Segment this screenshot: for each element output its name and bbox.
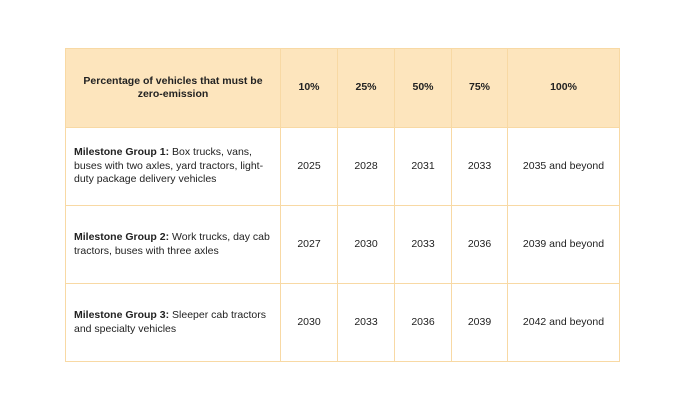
year-cell: 2033 xyxy=(394,205,452,284)
row-description: Sleeper cab tractors and specialty vehic… xyxy=(74,309,266,335)
row-description: Box trucks, vans, buses with two axles, … xyxy=(74,146,264,186)
row-label-cell: Milestone Group 2: Work trucks, day cab … xyxy=(65,205,281,284)
row-description: Work trucks, day cab tractors, buses wit… xyxy=(74,231,270,257)
header-cell: 50% xyxy=(394,48,452,128)
year-cell: 2030 xyxy=(280,283,338,362)
year-cell: 2036 xyxy=(451,205,508,284)
year-cell: 2033 xyxy=(451,127,508,206)
header-cell: 25% xyxy=(337,48,395,128)
year-cell: 2035 and beyond xyxy=(507,127,620,206)
table-body: Milestone Group 1: Box trucks, vans, bus… xyxy=(65,127,620,362)
row-label: Milestone Group 3: xyxy=(74,309,170,321)
row-label-cell: Milestone Group 1: Box trucks, vans, bus… xyxy=(65,127,281,206)
year-cell: 2031 xyxy=(394,127,452,206)
row-label: Milestone Group 1: xyxy=(74,146,170,159)
year-cell: 2033 xyxy=(337,283,395,362)
year-cell: 2042 and beyond xyxy=(507,283,620,362)
row-label-cell: Milestone Group 3: Sleeper cab tractors … xyxy=(65,283,281,362)
header-row: Percentage of vehicles that must be zero… xyxy=(65,48,620,128)
table-row: Milestone Group 2: Work trucks, day cab … xyxy=(65,205,620,284)
year-cell: 2039 and beyond xyxy=(507,205,620,284)
year-cell: 2039 xyxy=(451,283,508,362)
header-cell: 10% xyxy=(280,48,338,128)
milestone-table: Percentage of vehicles that must be zero… xyxy=(65,48,620,362)
year-cell: 2027 xyxy=(280,205,338,284)
header-cell: 75% xyxy=(451,48,508,128)
row-label: Milestone Group 2: xyxy=(74,231,170,243)
table-row: Milestone Group 3: Sleeper cab tractors … xyxy=(65,283,620,362)
year-cell: 2036 xyxy=(394,283,452,362)
year-cell: 2030 xyxy=(337,205,395,284)
header-cell: 100% xyxy=(507,48,620,128)
header-cell: Percentage of vehicles that must be zero… xyxy=(65,48,281,128)
year-cell: 2025 xyxy=(280,127,338,206)
year-cell: 2028 xyxy=(337,127,395,206)
table-row: Milestone Group 1: Box trucks, vans, bus… xyxy=(65,127,620,206)
